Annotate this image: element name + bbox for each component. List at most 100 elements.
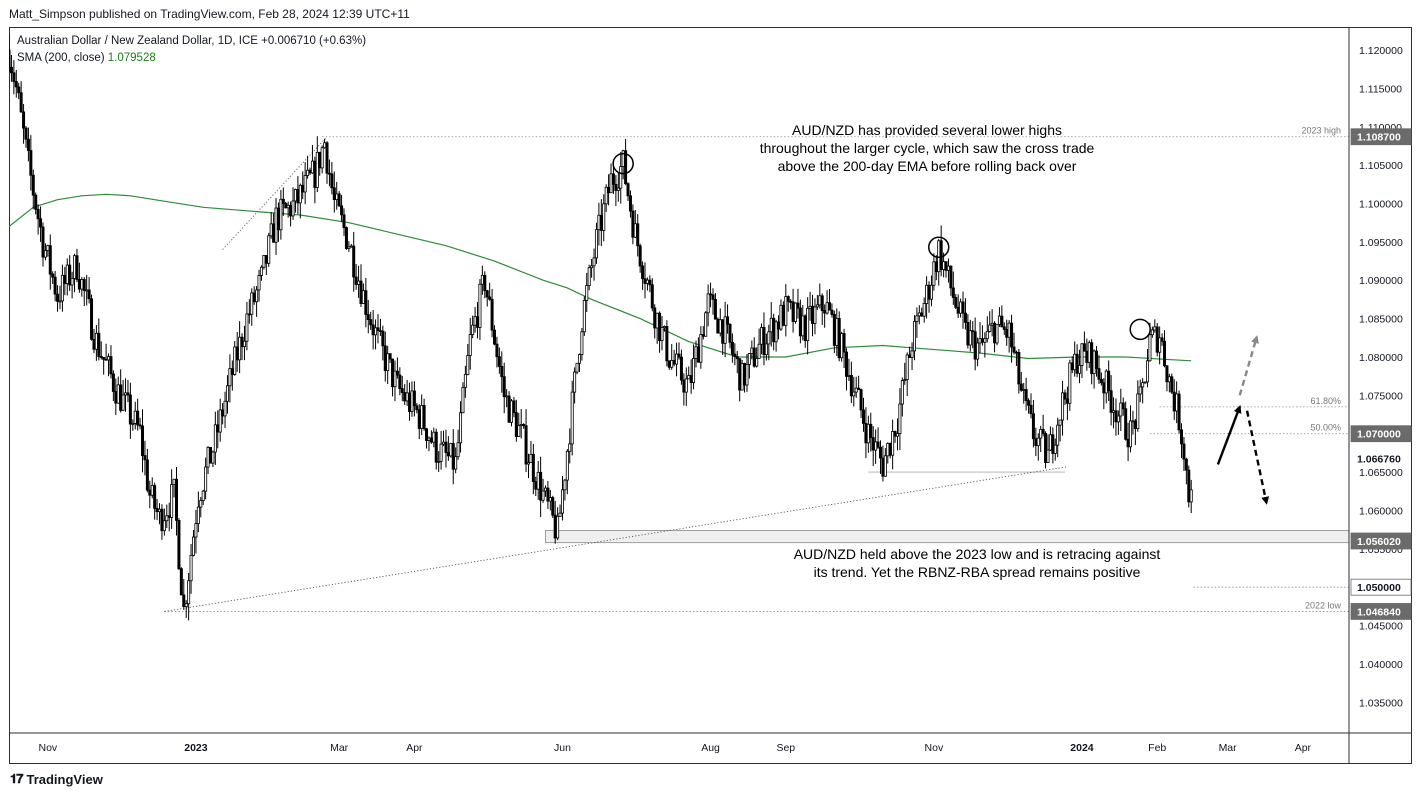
candle-body bbox=[80, 279, 84, 290]
candle-body bbox=[541, 490, 545, 501]
candle-body bbox=[886, 442, 890, 457]
candle-body bbox=[259, 266, 263, 276]
candle-body bbox=[187, 580, 191, 605]
candle-body bbox=[949, 265, 953, 289]
candle-body bbox=[641, 265, 645, 280]
candle-body bbox=[898, 403, 902, 434]
candle-body bbox=[1073, 353, 1077, 371]
candle-body bbox=[587, 267, 591, 286]
candle-body bbox=[609, 173, 613, 194]
candle-body bbox=[116, 384, 120, 404]
candle-body bbox=[75, 255, 79, 280]
annotation-text: above the 200-day EMA before rolling bac… bbox=[778, 158, 1077, 174]
candle-body bbox=[126, 392, 130, 396]
indicator-legend[interactable]: SMA (200, close) 1.079528 bbox=[17, 52, 156, 64]
candle-body bbox=[774, 321, 778, 343]
candle-body bbox=[755, 358, 759, 367]
candle-body bbox=[995, 323, 999, 344]
candle-body bbox=[662, 326, 666, 329]
price-tick-label: 1.080000 bbox=[1359, 352, 1403, 364]
candle-body bbox=[845, 351, 849, 377]
candle-body bbox=[359, 280, 363, 304]
price-label-text: 1.066760 bbox=[1357, 454, 1401, 466]
candle-body bbox=[400, 388, 404, 393]
candle-body bbox=[245, 313, 249, 342]
candle-body bbox=[174, 478, 178, 521]
candle-body bbox=[815, 304, 819, 308]
candle-body bbox=[1002, 326, 1006, 330]
candle-body bbox=[1131, 420, 1135, 423]
candle-body bbox=[298, 184, 302, 204]
candle-body bbox=[966, 322, 970, 346]
candle-body bbox=[811, 305, 815, 324]
candle-body bbox=[335, 193, 339, 200]
candle-body bbox=[951, 287, 955, 298]
candle-body bbox=[39, 218, 43, 228]
candle-body bbox=[798, 307, 802, 337]
candle-body bbox=[417, 409, 421, 429]
price-label-box bbox=[1351, 450, 1411, 467]
candle-body bbox=[485, 290, 489, 298]
candle-body bbox=[1000, 315, 1004, 328]
candle-body bbox=[1082, 343, 1086, 352]
price-tick-label: 1.065000 bbox=[1359, 467, 1403, 479]
price-label-box bbox=[1350, 425, 1412, 443]
candle-body bbox=[225, 385, 229, 402]
candle-body bbox=[330, 173, 334, 189]
candle-body bbox=[920, 312, 924, 317]
candle-body bbox=[204, 466, 208, 492]
candle-body bbox=[502, 376, 506, 398]
candle-body bbox=[796, 302, 800, 309]
trendline bbox=[164, 466, 1068, 612]
support-zone bbox=[545, 471, 1350, 544]
candle-body bbox=[531, 453, 535, 482]
price-label-box bbox=[1350, 532, 1412, 550]
time-tick-label: Aug bbox=[701, 742, 720, 754]
price-tick-label: 1.110000 bbox=[1359, 122, 1402, 134]
price-axis: 1.120000 1.115000 1.110000 1.105000 1.100000… bbox=[1348, 27, 1412, 764]
candle-body bbox=[306, 169, 310, 176]
candle-body bbox=[624, 150, 628, 185]
candle-body bbox=[861, 409, 865, 424]
candle-body bbox=[728, 323, 732, 343]
symbol-legend[interactable]: Australian Dollar / New Zealand Dollar, … bbox=[17, 35, 366, 47]
candle-body bbox=[136, 410, 140, 426]
candle-body bbox=[823, 310, 827, 314]
candle-body bbox=[1153, 326, 1157, 331]
candle-body bbox=[63, 274, 67, 284]
candle-body bbox=[723, 316, 727, 344]
symbol-name: Australian Dollar / New Zealand Dollar, … bbox=[17, 35, 258, 47]
level-label: 61.80% bbox=[1310, 396, 1341, 406]
candle-body bbox=[670, 360, 674, 368]
candle-body bbox=[655, 312, 659, 329]
candle-body bbox=[1143, 381, 1147, 384]
candle-body bbox=[568, 443, 572, 452]
candle-body bbox=[1036, 437, 1040, 446]
candle-body bbox=[218, 409, 222, 433]
candle-body bbox=[837, 318, 841, 359]
candle-body bbox=[653, 307, 657, 329]
candle-body bbox=[643, 278, 647, 284]
candle-body bbox=[828, 302, 832, 311]
candle-body bbox=[1022, 389, 1026, 391]
candle-body bbox=[1180, 429, 1184, 445]
candle-body bbox=[1090, 342, 1094, 375]
candle-body bbox=[1138, 386, 1142, 395]
candle-body bbox=[388, 353, 392, 360]
candle-body bbox=[208, 446, 212, 464]
candle-body bbox=[216, 424, 220, 433]
candle-body bbox=[420, 405, 424, 429]
candle-body bbox=[1056, 424, 1060, 446]
candle-body bbox=[1068, 362, 1072, 404]
candle-body bbox=[97, 332, 101, 357]
tradingview-logo[interactable]: 𝟏𝟕 TradingView bbox=[10, 771, 103, 787]
indicator-name: SMA (200, close) bbox=[17, 52, 105, 64]
candle-body bbox=[490, 298, 494, 331]
candle-body bbox=[1124, 408, 1128, 440]
candle-body bbox=[393, 370, 397, 388]
candle-body bbox=[1165, 365, 1169, 383]
candle-body bbox=[1126, 438, 1130, 448]
annotation-text: AUD/NZD held above the 2023 low and is r… bbox=[794, 546, 1161, 562]
candle-body bbox=[189, 554, 193, 582]
